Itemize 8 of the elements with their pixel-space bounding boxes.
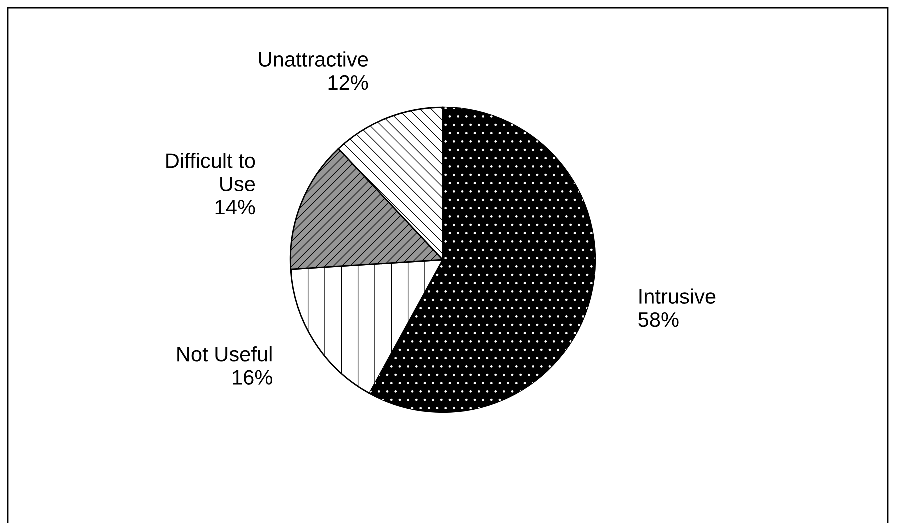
data-label: 12% bbox=[328, 75, 368, 90]
data-label: 16% bbox=[233, 370, 272, 385]
slice-label: Unattractive bbox=[259, 52, 368, 67]
data-label: 58% bbox=[638, 312, 679, 328]
slice-label: Intrusive bbox=[640, 288, 716, 304]
slice-label: Difficult to Use bbox=[166, 153, 256, 192]
slice-label: Not Useful bbox=[178, 346, 272, 362]
data-label: 14% bbox=[216, 200, 256, 215]
